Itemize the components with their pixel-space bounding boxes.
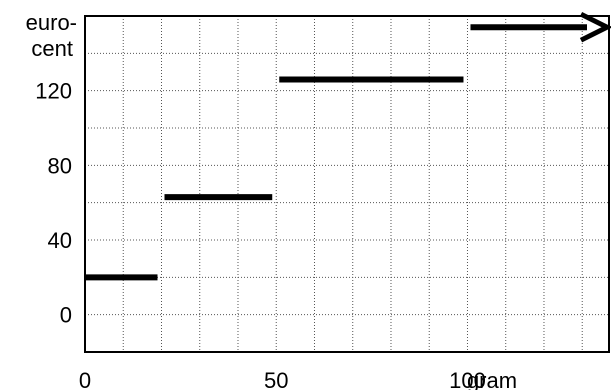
y-axis-label-line-1: euro- <box>26 10 77 35</box>
tick-labels: 0 40 80 120 0 50 100 <box>35 79 486 390</box>
arrow-head-icon <box>579 11 611 43</box>
x-axis-label: gram <box>467 368 517 390</box>
y-tick-label: 40 <box>48 228 72 253</box>
step-series <box>85 11 611 281</box>
plot-frame <box>84 15 610 353</box>
y-tick-label: 80 <box>48 153 72 178</box>
axes <box>84 15 610 353</box>
x-tick-label: 100 <box>449 368 486 390</box>
y-tick-label: 0 <box>60 303 72 328</box>
y-tick-label: 120 <box>35 79 72 104</box>
y-axis-label-line-2: cent <box>31 36 73 61</box>
x-tick-label: 0 <box>79 368 91 390</box>
x-tick-label: 50 <box>264 368 288 390</box>
grid <box>85 16 609 352</box>
